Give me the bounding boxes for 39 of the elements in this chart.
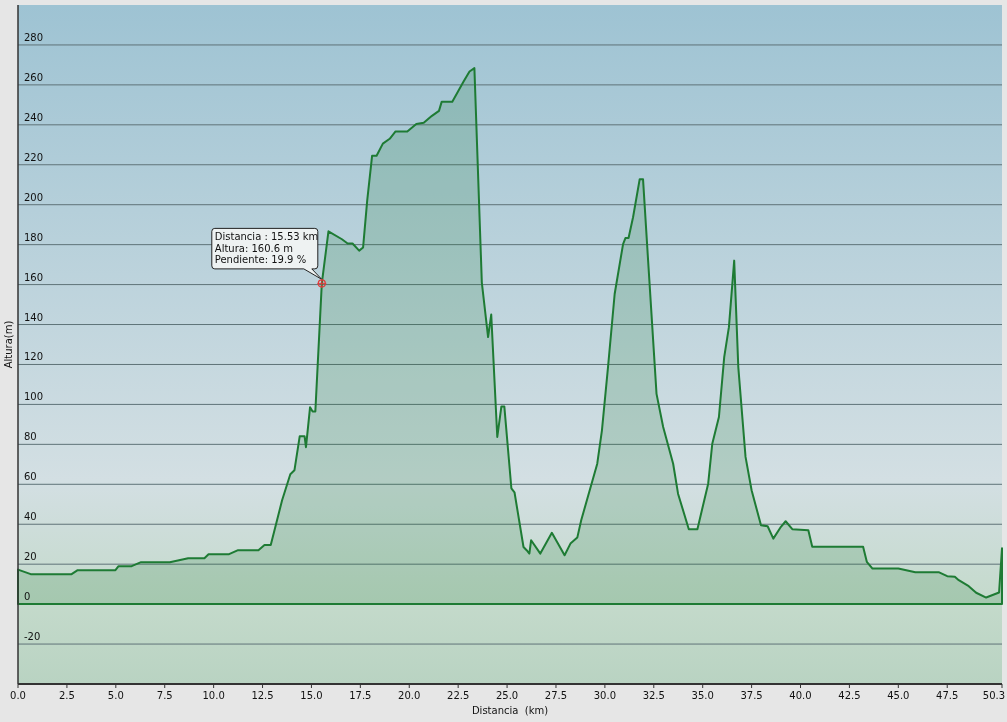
x-tick-label: 37.5 — [740, 690, 763, 701]
y-tick-label: 140 — [24, 311, 44, 323]
x-tick-label: 22.5 — [447, 690, 470, 701]
x-tick-label: 47.5 — [936, 690, 959, 701]
y-tick-label: 160 — [24, 271, 44, 283]
x-axis-title: Distancia (km) — [471, 705, 549, 716]
x-tick-label: 0.0 — [10, 690, 26, 701]
y-tick-label: 220 — [24, 151, 44, 163]
x-tick-label: 32.5 — [642, 690, 665, 701]
x-tick-label: 45.0 — [887, 690, 910, 701]
y-tick-label: -20 — [24, 631, 41, 643]
x-tick-label: 50.3 — [982, 690, 1006, 701]
x-tick-label: 17.5 — [349, 690, 372, 701]
x-tick-label: 27.5 — [544, 690, 568, 701]
y-tick-label: 60 — [24, 471, 37, 483]
x-tick-label: 35.0 — [691, 690, 714, 701]
x-tick-label: 2.5 — [58, 690, 75, 701]
y-tick-label: 80 — [24, 431, 37, 443]
y-tick-label: 260 — [24, 71, 44, 83]
y-tick-label: 200 — [24, 191, 44, 203]
y-tick-label: 0 — [24, 591, 31, 603]
y-tick-label: 240 — [24, 111, 44, 123]
y-tick-label: 180 — [24, 231, 44, 243]
y-tick-label: 280 — [24, 31, 44, 43]
x-tick-label: 42.5 — [838, 690, 861, 701]
x-tick-label: 10.0 — [202, 690, 225, 701]
x-tick-label: 30.0 — [593, 690, 617, 701]
x-tick-label: 5.0 — [107, 690, 124, 701]
x-tick-label: 12.5 — [251, 690, 274, 701]
x-tick-label: 15.0 — [300, 690, 323, 701]
y-tick-label: 20 — [24, 551, 37, 563]
x-tick-label: 7.5 — [156, 690, 173, 701]
x-tick-label: 20.0 — [398, 690, 421, 701]
y-tick-label: 120 — [24, 351, 44, 363]
x-tick-label: 40.0 — [789, 690, 812, 701]
y-tick-label: 100 — [24, 391, 44, 403]
x-tick-label: 25.0 — [495, 690, 519, 701]
y-axis-title: Altura(m) — [3, 320, 14, 369]
y-tick-label: 40 — [24, 511, 37, 523]
